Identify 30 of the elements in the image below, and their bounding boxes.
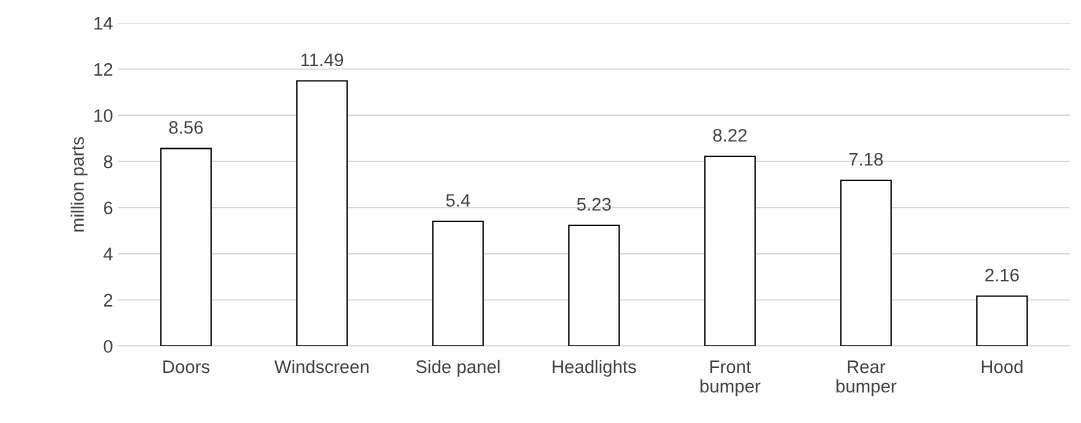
data-label: 8.56	[169, 121, 203, 134]
x-tick-label: Headlights	[552, 359, 637, 377]
data-label: 5.4	[446, 194, 471, 207]
bar	[840, 179, 892, 346]
bar	[568, 224, 620, 346]
data-label: 8.22	[713, 128, 747, 142]
y-tick-label: 12	[94, 63, 113, 76]
bar	[976, 295, 1028, 346]
bar	[432, 220, 484, 346]
bar	[160, 147, 212, 346]
x-tick-label: Rear bumper	[836, 360, 897, 397]
bar	[704, 155, 756, 346]
y-axis-title: million parts	[70, 136, 88, 232]
y-tick-label: 14	[94, 17, 113, 30]
y-tick-label: 6	[104, 201, 113, 215]
x-tick-label: Doors	[163, 360, 210, 374]
x-tick-label: Front bumper	[700, 360, 761, 397]
y-tick-label: 0	[103, 339, 113, 353]
data-label: 5.23	[577, 197, 611, 211]
x-tick-label: Side panel	[416, 359, 500, 377]
data-label: 11.49	[301, 53, 344, 67]
y-tick-label: 4	[103, 247, 113, 261]
y-tick-label: 2	[104, 293, 113, 307]
bar	[296, 80, 348, 346]
x-tick-label: Hood	[981, 359, 1023, 374]
x-tick-label: Windscreen	[274, 359, 369, 374]
data-label: 7.18	[849, 152, 883, 166]
data-label: 2.16	[985, 268, 1019, 282]
y-tick-label: 8	[103, 155, 113, 169]
y-tick-label: 10	[94, 109, 113, 123]
